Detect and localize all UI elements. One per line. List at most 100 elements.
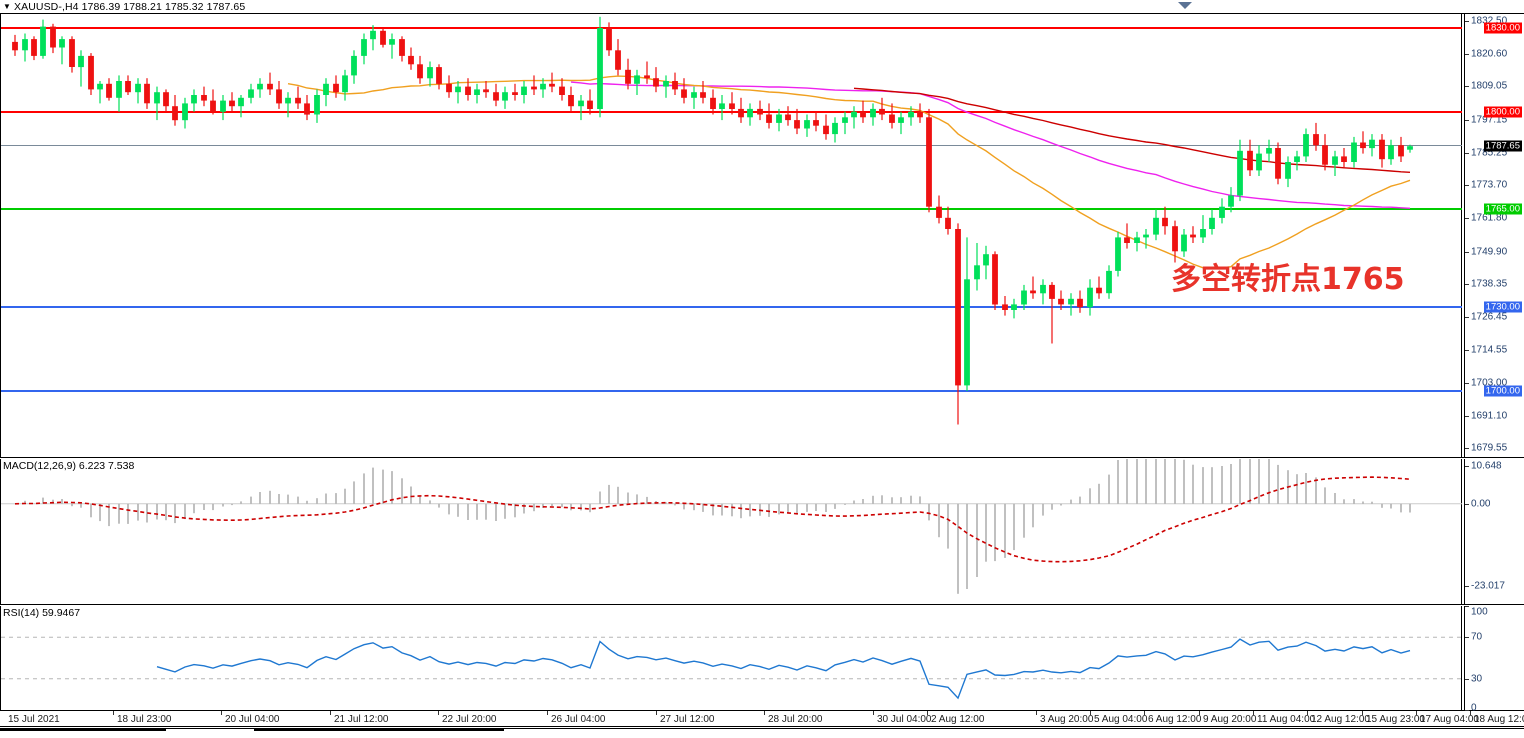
rsi-line	[156, 638, 1411, 700]
time-axis-label: 6 Aug 12:00	[1148, 714, 1202, 725]
price-tag-resistance-1800[interactable]: 1800.00	[1483, 106, 1522, 118]
time-axis-tick	[656, 711, 657, 715]
time-axis-label: 11 Aug 04:00	[1257, 714, 1316, 725]
macd-axis-label: 10.648	[1471, 460, 1502, 472]
price-plot-area[interactable]: 多空转折点1765	[1, 14, 1464, 457]
rsi-axis-label: 70	[1471, 631, 1483, 643]
time-axis-tick	[1036, 711, 1037, 715]
price-axis-tick	[1465, 185, 1469, 187]
rsi-plot-area[interactable]	[1, 606, 1464, 710]
macd-axis-tick	[1465, 465, 1469, 467]
caret-down-icon[interactable]: ▼	[3, 1, 11, 11]
rsi-axis: 100 70 30 0	[1464, 606, 1524, 714]
tab-strip-item-2[interactable]	[254, 729, 504, 738]
price-axis-tick	[1465, 218, 1469, 220]
ma-magenta-line	[570, 81, 1411, 209]
rsi-plot-frame	[0, 606, 1462, 710]
price-tag-resistance-1830[interactable]: 1830.00	[1483, 22, 1522, 34]
chart-annotation-text[interactable]: 多空转折点1765	[1171, 262, 1405, 297]
price-tag-support-1700[interactable]: 1700.00	[1483, 385, 1522, 397]
price-axis-tick	[1465, 119, 1469, 121]
price-level-line-1787-65	[1, 145, 1462, 147]
time-axis-label: 20 Jul 04:00	[225, 714, 280, 725]
price-axis-tick	[1465, 448, 1469, 450]
time-axis[interactable]: 15 Jul 2021 18 Jul 23:00 20 Jul 04:00 21 Ju…	[0, 711, 1524, 727]
price-axis-tick	[1465, 317, 1469, 319]
rsi-axis-tick	[1465, 710, 1469, 711]
rsi-level-lines	[1, 636, 1462, 680]
ma-red-line	[853, 87, 1411, 173]
price-tag-current-price[interactable]: 1787.65	[1483, 140, 1522, 152]
rsi-axis-label: 0	[1471, 702, 1477, 714]
time-axis-label: 17 Aug 04:00	[1420, 714, 1479, 725]
rsi-series	[1, 636, 1462, 700]
price-panel: 多空转折点1765 1832.50 1820.60 1809.05 1797.15 17…	[0, 14, 1524, 458]
time-axis-label: 18 Aug 12:00	[1474, 714, 1524, 725]
time-axis-label: 30 Jul 04:00	[877, 714, 932, 725]
price-axis-label: 1761.80	[1471, 212, 1508, 224]
price-axis-label: 1773.70	[1471, 179, 1508, 191]
time-axis-label: 22 Jul 20:00	[442, 714, 497, 725]
time-axis-tick	[113, 711, 114, 715]
chart-header-label: XAUUSD-,H4 1786.39 1788.21 1785.32 1787.…	[14, 0, 246, 13]
time-axis-tick	[873, 711, 874, 715]
macd-signal-line	[14, 476, 1411, 563]
price-axis-tick	[1465, 283, 1469, 285]
chart-header[interactable]: ▼ XAUUSD-,H4 1786.39 1788.21 1785.32 178…	[0, 0, 1462, 14]
price-axis-tick	[1465, 152, 1469, 154]
macd-axis-tick	[1465, 503, 1469, 505]
bottom-tab-strip[interactable]	[0, 728, 1524, 738]
price-axis-label: 1832.50	[1471, 15, 1508, 27]
price-axis-tick	[1465, 382, 1469, 384]
price-axis-label: 1820.60	[1471, 48, 1508, 60]
macd-axis-tick	[1465, 586, 1469, 588]
time-axis-label: 21 Jul 12:00	[334, 714, 389, 725]
price-axis-label: 1703.00	[1471, 377, 1508, 389]
price-axis-label: 1809.05	[1471, 80, 1508, 92]
time-axis-tick	[764, 711, 765, 715]
price-level-line-1730-00	[1, 306, 1462, 309]
chart-scroll-marker-icon[interactable]	[1178, 2, 1192, 9]
candles	[12, 16, 1413, 425]
time-axis-tick	[1470, 711, 1471, 715]
rsi-axis-label: 30	[1471, 673, 1483, 685]
tab-strip-item-1[interactable]	[0, 729, 166, 738]
time-axis-label: 9 Aug 20:00	[1203, 714, 1257, 725]
rsi-title: RSI(14) 59.9467	[3, 607, 81, 619]
price-axis-label: 1714.55	[1471, 344, 1508, 356]
price-axis-label: 1679.55	[1471, 442, 1508, 454]
price-axis: 1832.50 1820.60 1809.05 1797.15 1785.25 1773.…	[1464, 14, 1524, 457]
macd-axis: 10.648 0.00 -23.017	[1464, 459, 1524, 604]
rsi-axis-tick	[1465, 678, 1469, 680]
candlestick-series	[12, 16, 1413, 425]
ma-orange-line	[287, 75, 1411, 269]
price-axis-label: 1785.25	[1471, 147, 1508, 159]
macd-title: MACD(12,26,9) 6.223 7.538	[3, 460, 135, 472]
price-axis-tick	[1465, 86, 1469, 88]
time-axis-label: 15 Jul 2021	[8, 714, 60, 725]
price-tag-pivot-1765[interactable]: 1765.00	[1483, 203, 1522, 215]
price-tag-support-1730[interactable]: 1730.00	[1483, 301, 1522, 313]
macd-plot-frame	[0, 459, 1462, 604]
time-axis-tick	[547, 711, 548, 715]
price-axis-tick	[1465, 415, 1469, 417]
macd-plot-area[interactable]	[1, 459, 1464, 604]
price-level-line-1765-00	[1, 208, 1462, 211]
macd-panel: MACD(12,26,9) 6.223 7.538 10.648 0.00 -23.…	[0, 459, 1524, 605]
rsi-axis-label: 100	[1471, 606, 1488, 618]
price-axis-label: 1726.45	[1471, 311, 1508, 323]
time-axis-label: 18 Jul 23:00	[117, 714, 172, 725]
time-axis-label: 15 Aug 23:00	[1366, 714, 1425, 725]
macd-histogram	[24, 459, 1411, 594]
time-axis-tick	[1307, 711, 1308, 715]
time-axis-tick	[221, 711, 222, 715]
price-axis-tick	[1465, 20, 1469, 22]
price-axis-tick	[1465, 54, 1469, 56]
time-axis-tick	[1416, 711, 1417, 715]
chart-header-right-spacer	[1462, 0, 1524, 14]
price-axis-tick	[1465, 350, 1469, 352]
price-plot-frame	[0, 14, 1462, 457]
price-level-line-1830-00	[1, 26, 1462, 29]
time-axis-label: 26 Jul 04:00	[551, 714, 606, 725]
price-axis-label: 1738.35	[1471, 278, 1508, 290]
